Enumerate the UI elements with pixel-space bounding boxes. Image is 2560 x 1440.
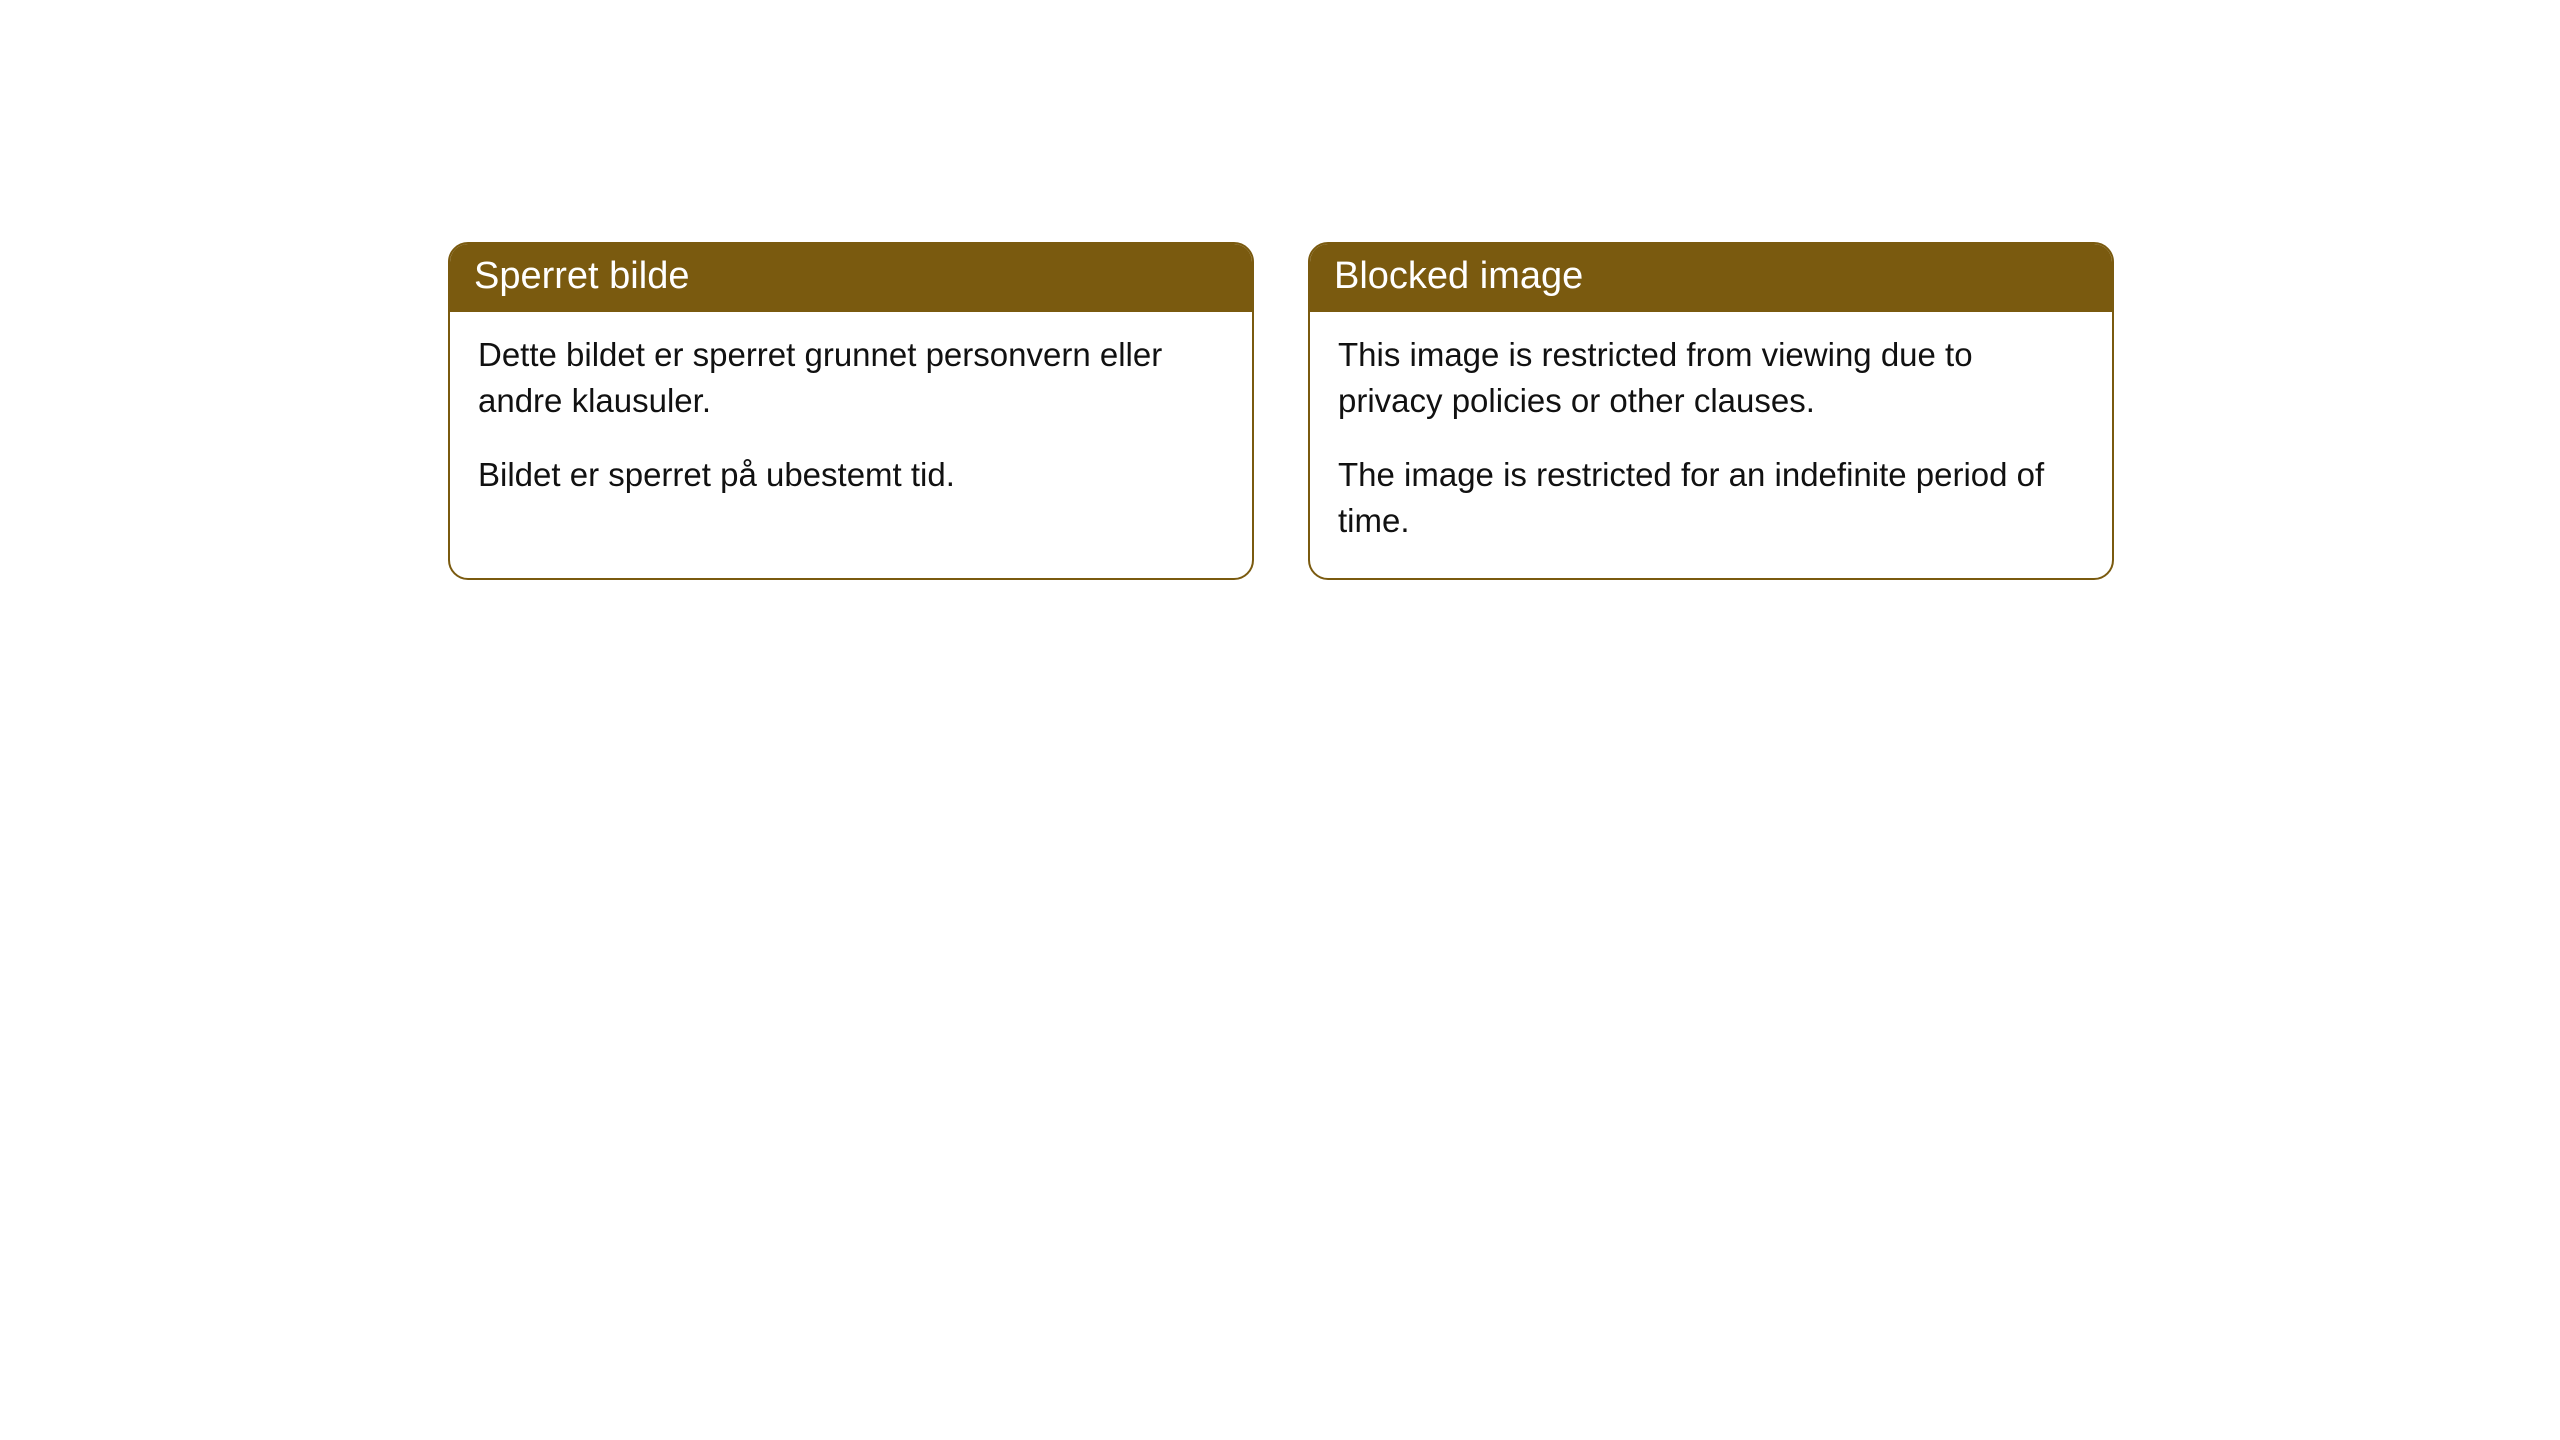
norwegian-paragraph-1: Dette bildet er sperret grunnet personve… — [478, 332, 1224, 424]
norwegian-paragraph-2: Bildet er sperret på ubestemt tid. — [478, 452, 1224, 498]
norwegian-notice-body: Dette bildet er sperret grunnet personve… — [450, 312, 1252, 533]
english-notice-card: Blocked image This image is restricted f… — [1308, 242, 2114, 580]
norwegian-notice-card: Sperret bilde Dette bildet er sperret gr… — [448, 242, 1254, 580]
norwegian-notice-title: Sperret bilde — [450, 244, 1252, 312]
english-paragraph-1: This image is restricted from viewing du… — [1338, 332, 2084, 424]
english-paragraph-2: The image is restricted for an indefinit… — [1338, 452, 2084, 544]
english-notice-body: This image is restricted from viewing du… — [1310, 312, 2112, 579]
notice-container: Sperret bilde Dette bildet er sperret gr… — [448, 242, 2114, 580]
english-notice-title: Blocked image — [1310, 244, 2112, 312]
